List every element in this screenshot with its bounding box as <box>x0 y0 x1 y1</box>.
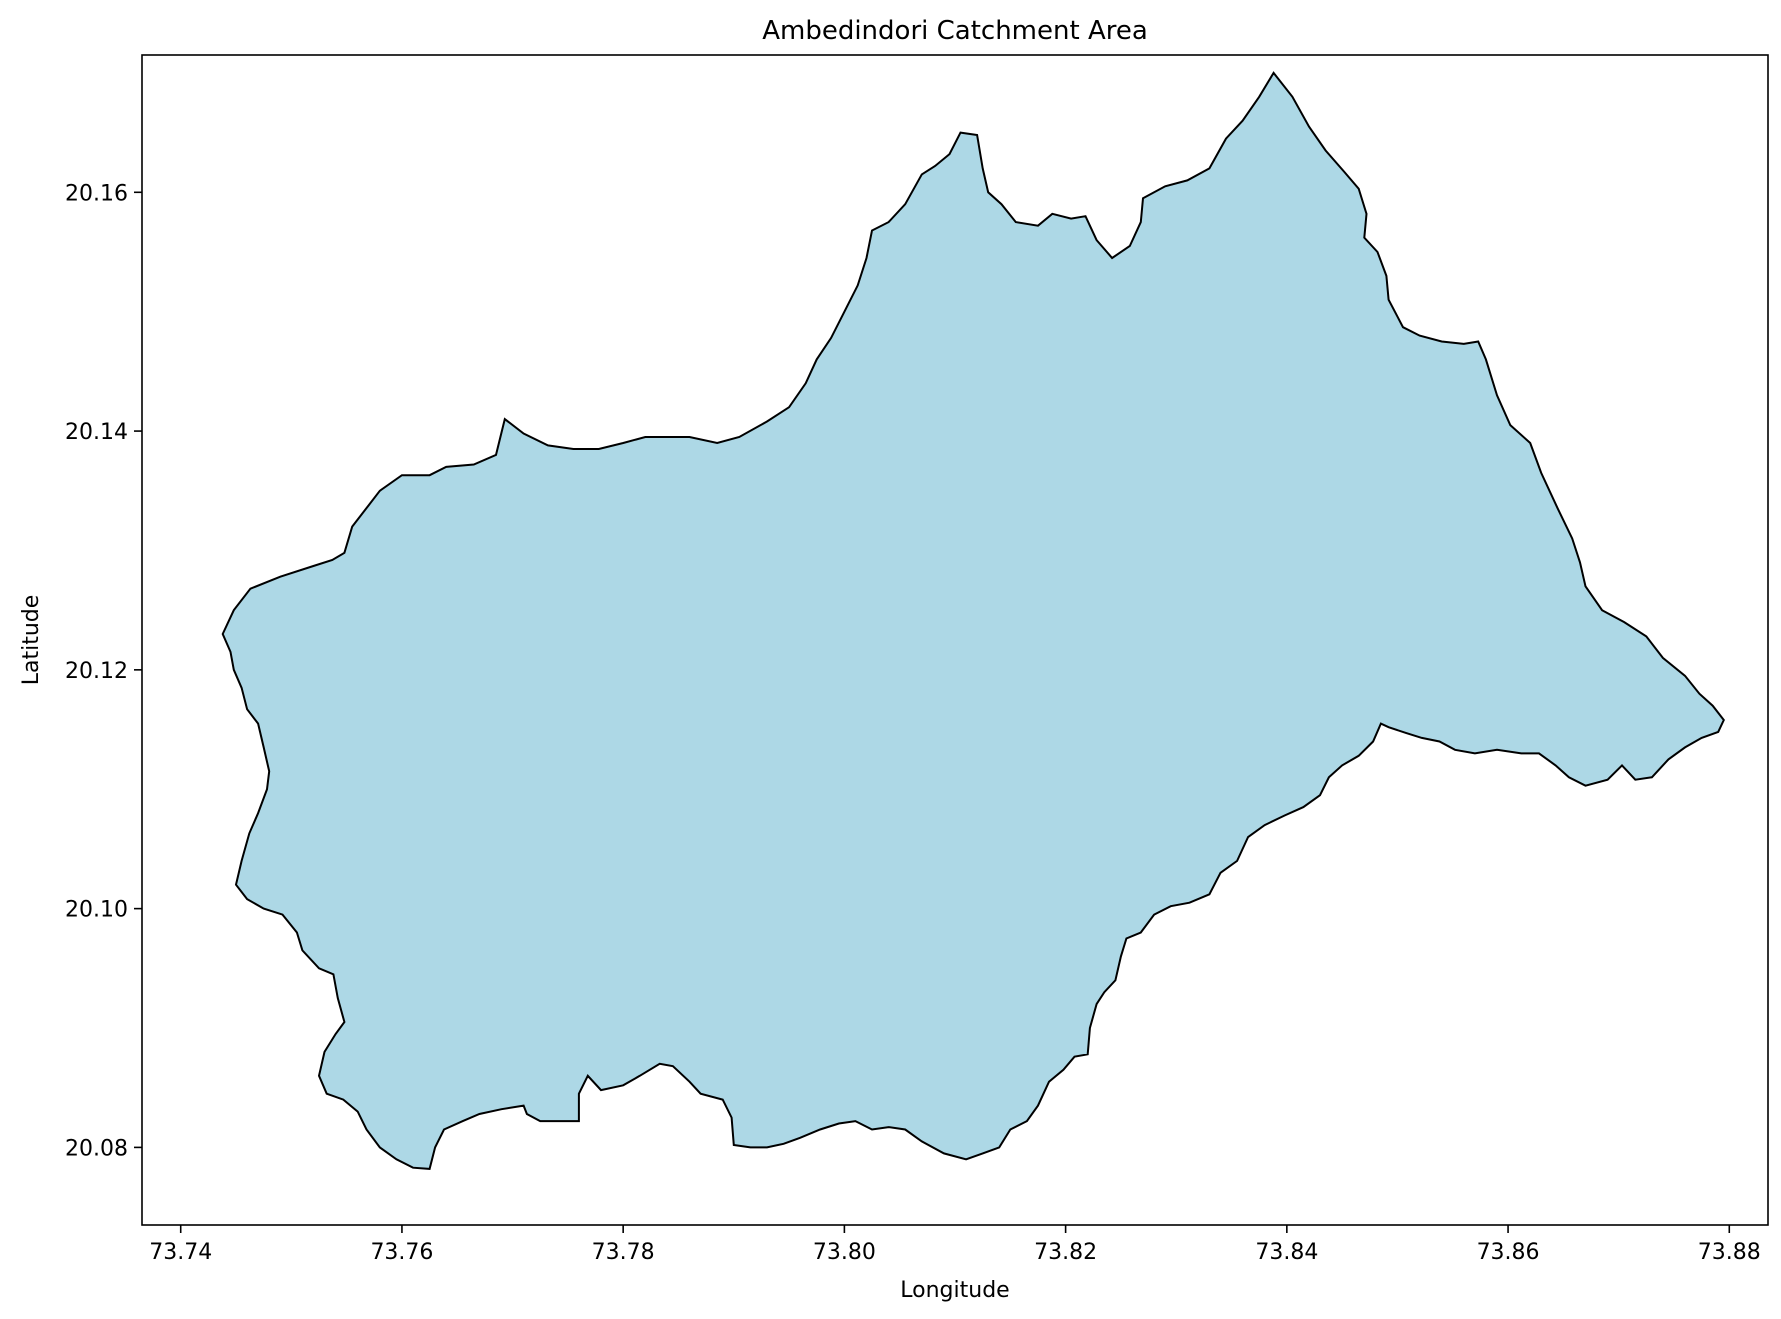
y-tick-label: 20.12 <box>65 659 128 684</box>
x-axis-ticks: 73.74 73.76 73.78 73.80 73.82 73.84 73.86 73.88 <box>149 1225 1761 1265</box>
x-axis-label: Longitude <box>900 1278 1009 1303</box>
x-tick-label: 73.86 <box>1477 1240 1540 1265</box>
x-tick-label: 73.88 <box>1698 1240 1761 1265</box>
x-tick-label: 73.78 <box>592 1240 655 1265</box>
x-tick-label: 73.80 <box>813 1240 876 1265</box>
y-tick-label: 20.16 <box>65 181 128 206</box>
catchment-area-polygon <box>221 71 1725 1170</box>
y-tick-label: 20.10 <box>65 898 128 923</box>
y-axis-ticks: 20.08 20.10 20.12 20.14 20.16 <box>65 181 142 1161</box>
axes-frame <box>141 54 1769 1226</box>
x-tick-label: 73.76 <box>370 1240 433 1265</box>
x-tick-label: 73.84 <box>1255 1240 1318 1265</box>
chart-title: Ambedindori Catchment Area <box>762 16 1148 46</box>
y-tick-label: 20.14 <box>65 420 128 445</box>
x-tick-label: 73.74 <box>149 1240 212 1265</box>
y-axis-label: Latitude <box>19 595 44 686</box>
x-tick-label: 73.82 <box>1034 1240 1097 1265</box>
y-tick-label: 20.08 <box>65 1136 128 1161</box>
